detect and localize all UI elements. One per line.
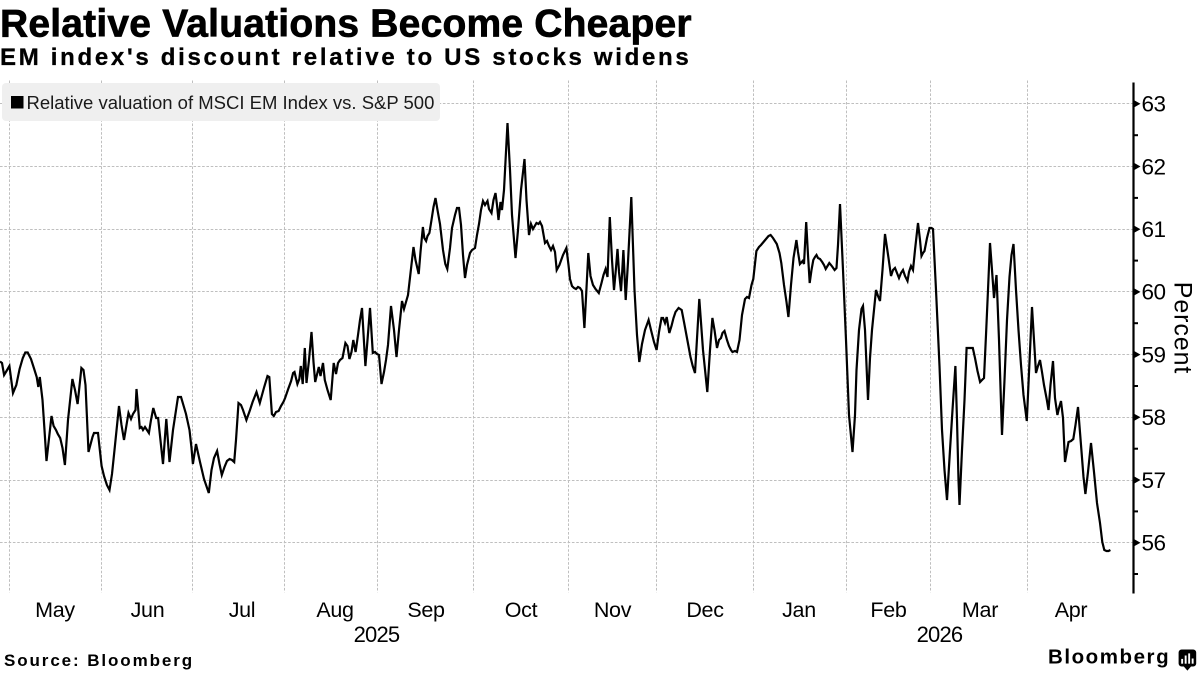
- svg-text:Feb: Feb: [870, 598, 906, 622]
- svg-text:Nov: Nov: [594, 598, 632, 622]
- svg-text:58: 58: [1142, 405, 1166, 430]
- svg-text:57: 57: [1142, 468, 1166, 493]
- svg-text:Mar: Mar: [962, 598, 998, 622]
- svg-text:Oct: Oct: [505, 598, 538, 622]
- svg-text:Jun: Jun: [131, 598, 165, 622]
- svg-text:Relative Valuations Become Che: Relative Valuations Become Cheaper: [0, 3, 692, 46]
- svg-text:63: 63: [1142, 92, 1166, 117]
- svg-text:Aug: Aug: [316, 598, 353, 622]
- svg-text:Relative valuation of MSCI EM: Relative valuation of MSCI EM Index vs. …: [27, 92, 435, 113]
- svg-text:61: 61: [1142, 217, 1166, 242]
- svg-text:May: May: [35, 598, 75, 622]
- svg-text:Source: Bloomberg: Source: Bloomberg: [4, 651, 194, 670]
- svg-text:62: 62: [1142, 154, 1166, 179]
- svg-text:Sep: Sep: [407, 598, 445, 622]
- svg-text:Percent: Percent: [1169, 282, 1197, 374]
- svg-text:Apr: Apr: [1055, 598, 1088, 622]
- svg-text:60: 60: [1142, 280, 1166, 305]
- svg-text:Jan: Jan: [782, 598, 816, 622]
- svg-text:EM index's discount relative t: EM index's discount relative to US stock…: [0, 44, 691, 71]
- svg-text:2025: 2025: [354, 622, 400, 647]
- svg-text:Bloomberg: Bloomberg: [1048, 646, 1170, 669]
- svg-text:2026: 2026: [917, 622, 963, 647]
- svg-text:59: 59: [1142, 342, 1166, 367]
- svg-text:Jul: Jul: [229, 598, 256, 622]
- svg-text:Dec: Dec: [686, 598, 724, 622]
- svg-text:56: 56: [1142, 531, 1166, 556]
